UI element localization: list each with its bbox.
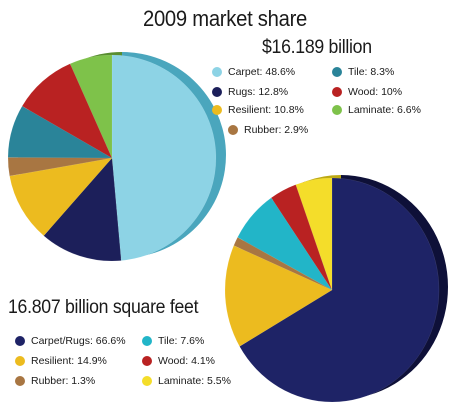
pie-1-legend-swatch [212,67,222,77]
pie-1-legend-swatch [332,105,342,115]
pie-1-legend-item-rubber: Rubber: 2.9% [228,124,308,136]
pie-2-legend-swatch [15,356,25,366]
pie-2-slice-wood [270,184,333,291]
pie-2-legend-item-tile: Tile: 7.6% [142,335,204,347]
pie-2-title: 16.807 billion square feet [8,297,199,318]
pie-1-slice-rugs [43,157,122,262]
pie-2-legend-label: Laminate: 5.5% [158,375,231,387]
pie-2-legend-item-rubber: Rubber: 1.3% [15,375,95,387]
pie-1-legend-label: Tile: 8.3% [348,66,395,78]
pie-2-slice-carpet-rugs [239,177,440,403]
pie-1-legend-item-rugs: Rugs: 12.8% [212,86,288,98]
pie-1-slice-tile [7,105,113,159]
pie-1-slice-rubber [7,157,113,177]
pie-2-slice-rubber [233,236,333,291]
pie-1-slice-resilient [9,157,113,237]
pie-1-legend-swatch [212,105,222,115]
pie-2-legend-item-laminate: Laminate: 5.5% [142,375,231,387]
pie-2-legend-label: Carpet/Rugs: 66.6% [31,335,126,347]
pie-1-slice-laminate [69,54,113,159]
pie-chart-dollars [7,52,226,262]
pie-2-legend-swatch [142,356,152,366]
pie-1-legend-item-laminate: Laminate: 6.6% [332,104,421,116]
pie-2-legend-item-wood: Wood: 4.1% [142,355,215,367]
pie-1-legend-label: Rubber: 2.9% [244,124,309,136]
pie-2-legend-swatch [142,376,152,386]
pie-2-legend-label: Rubber: 1.3% [31,375,96,387]
pie-1-legend-swatch [212,87,222,97]
pie-chart-square-feet [224,175,448,403]
pie-1-slice-wood [21,63,113,159]
page-title: 2009 market share [142,6,308,31]
pie-1-legend-item-tile: Tile: 8.3% [332,66,394,78]
pie-2-legend-item-carpet-rugs: Carpet/Rugs: 66.6% [15,335,126,347]
pie-1-legend-item-resilient: Resilient: 10.8% [212,104,304,116]
pie-1-legend-swatch [228,125,238,135]
pie-1-legend-label: Rugs: 12.8% [228,86,289,98]
pie-1-legend-swatch [332,87,342,97]
pie-2-legend-item-resilient: Resilient: 14.9% [15,355,107,367]
pie-1-legend-label: Laminate: 6.6% [348,104,421,116]
pie-2-legend-swatch [15,336,25,346]
pie-2-legend-label: Wood: 4.1% [158,355,216,367]
pie-2-legend-label: Tile: 7.6% [158,335,205,347]
pie-1-legend-item-wood: Wood: 10% [332,86,402,98]
pie-1-legend-swatch [332,67,342,77]
pie-1-legend-label: Carpet: 48.6% [228,66,296,78]
pie-2-legend-swatch [142,336,152,346]
pie-2-legend-label: Resilient: 14.9% [31,355,107,367]
pie-1-title: $16.189 billion [262,37,372,58]
pie-2-slice-resilient [224,245,333,347]
pie-1-legend-label: Resilient: 10.8% [228,104,304,116]
pie-2-slice-tile [237,197,333,291]
pie-1-legend-item-carpet: Carpet: 48.6% [212,66,295,78]
pie-2-slice-laminate [295,177,333,291]
pie-1-legend-label: Wood: 10% [348,86,403,98]
pie-2-legend-swatch [15,376,25,386]
pie-1-slice-carpet [111,54,217,261]
